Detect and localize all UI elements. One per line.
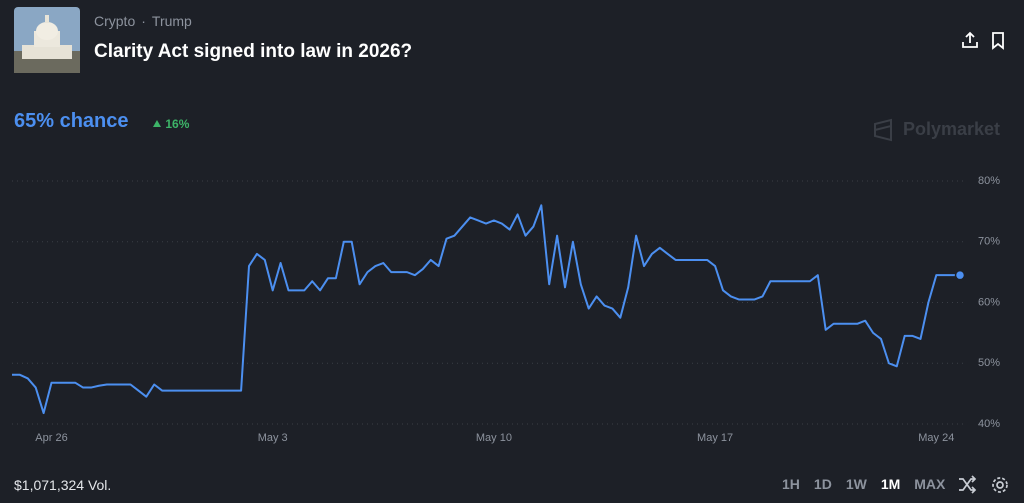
share-icon[interactable] [962, 31, 978, 48]
y-tick-label: 60% [978, 296, 1000, 308]
range-button[interactable]: MAX [914, 476, 946, 492]
bookmark-icon[interactable] [992, 32, 1004, 50]
x-tick-label: Apr 26 [35, 432, 67, 444]
separator: · [141, 13, 146, 29]
brand-logo [874, 118, 892, 142]
y-tick-label: 80% [978, 175, 1000, 187]
category[interactable]: Crypto [94, 13, 136, 29]
change-value: 16% [165, 117, 190, 131]
settings-icon[interactable] [992, 477, 1008, 493]
market-title: Clarity Act signed into law in 2026? [94, 41, 413, 62]
breadcrumb: Crypto · Trump [94, 13, 198, 29]
range-button[interactable]: 1H [782, 476, 800, 492]
chart-tools [959, 475, 1008, 494]
range-button[interactable]: 1M [880, 476, 901, 492]
actions [962, 31, 1004, 50]
category[interactable]: Trump [151, 13, 192, 29]
range-buttons: 1H 1D 1W 1M MAX [782, 476, 959, 492]
x-tick-label: May 17 [697, 432, 733, 444]
range-button[interactable]: 1W [845, 476, 867, 492]
brand: Polymarket [903, 119, 1001, 139]
y-tick-label: 70% [978, 236, 1000, 248]
volume: $1,071,324 Vol. [14, 477, 112, 493]
y-tick-label: 50% [978, 357, 1000, 369]
shuffle-icon[interactable] [959, 475, 977, 494]
x-tick-label: May 3 [258, 432, 288, 444]
market-image [14, 7, 80, 73]
y-tick-label: 40% [978, 418, 1000, 430]
x-tick-label: May 10 [476, 432, 512, 444]
price-line [12, 204, 960, 415]
range-button[interactable]: 1D [813, 476, 832, 492]
change: 16% [152, 117, 189, 131]
up-arrow [153, 120, 161, 127]
last-point [954, 269, 966, 281]
chance: 65% chance [14, 110, 129, 132]
x-tick-label: May 24 [918, 432, 954, 444]
